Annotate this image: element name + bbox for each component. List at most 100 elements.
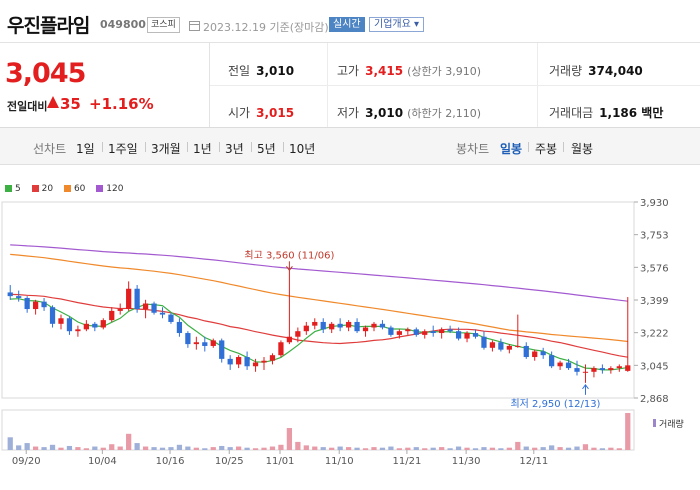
volume-bar <box>320 447 326 450</box>
volume-bar <box>481 447 487 450</box>
change-amount: 35 <box>60 95 81 113</box>
volume-bar <box>506 447 512 450</box>
calendar-icon <box>189 21 200 31</box>
x-tick-label: 09/20 <box>12 456 41 467</box>
price-summary: 3,045 전일대비 35 +1.16% <box>0 43 210 127</box>
period-3y[interactable]: 3년 <box>225 142 244 156</box>
candle-body <box>464 333 470 339</box>
volume-bar <box>252 448 259 450</box>
period-1w[interactable]: 1주일 <box>108 142 138 156</box>
volume-bar <box>540 447 546 450</box>
candle-body <box>396 331 402 335</box>
up-arrow-icon <box>47 96 59 108</box>
candle-body <box>422 331 428 335</box>
volume-bar <box>151 447 157 450</box>
volume-bar <box>455 446 462 450</box>
volume-bar <box>269 446 276 450</box>
period-1d[interactable]: 1일 <box>76 142 95 156</box>
stock-code: 049800 <box>100 18 146 31</box>
volume-frame <box>1 409 635 451</box>
y-tick-label: 2,868 <box>640 394 669 405</box>
period-1y[interactable]: 1년 <box>193 142 212 156</box>
candle-monthly[interactable]: 월봉 <box>571 142 594 156</box>
change-percent: +1.16% <box>89 95 154 113</box>
realtime-button[interactable]: 실시간 <box>329 17 365 32</box>
candle-body <box>379 323 386 328</box>
toolbar-separator <box>283 142 284 152</box>
stat-label: 거래량 <box>549 64 583 78</box>
candle-body <box>455 331 462 339</box>
period-10y[interactable]: 10년 <box>289 142 316 156</box>
volume-bar <box>515 441 521 450</box>
volume-legend-swatch <box>653 419 656 427</box>
volume-bar <box>75 447 81 450</box>
volume-bar <box>430 447 436 450</box>
volume-bar <box>117 446 123 450</box>
candle-body <box>142 303 149 310</box>
candle-body <box>202 342 208 346</box>
candle-body <box>582 371 589 373</box>
volume-bar <box>100 447 106 450</box>
candle-body <box>219 340 225 359</box>
candle-body <box>83 323 89 330</box>
volume-bar <box>295 441 301 450</box>
volume-bar <box>464 447 470 450</box>
candle-daily[interactable]: 일봉 <box>500 142 523 156</box>
candle-body <box>345 321 352 328</box>
volume-bar <box>388 446 394 450</box>
candle-body <box>447 329 453 332</box>
volume-bar <box>261 447 267 450</box>
volume-bar <box>413 447 419 450</box>
stat-sub: (상한가 3,910) <box>407 65 481 78</box>
volume-bar <box>24 443 30 450</box>
candle-body <box>574 368 580 372</box>
volume-bar <box>83 448 89 450</box>
volume-bar <box>362 448 369 450</box>
candle-body <box>295 331 301 337</box>
x-tick-label: 12/11 <box>519 456 548 467</box>
period-5y[interactable]: 5년 <box>257 142 276 156</box>
candle-body <box>320 321 326 330</box>
candle-body <box>210 340 216 346</box>
candle-body <box>515 345 521 347</box>
candle-body <box>16 296 22 298</box>
legend-ma60: 60 <box>63 184 85 194</box>
toolbar-separator <box>563 142 564 152</box>
stat-value: 3,415 <box>365 64 404 78</box>
candle-body <box>176 321 183 334</box>
candle-body <box>126 288 132 310</box>
price-panel: 3,045 전일대비 35 +1.16% 전일 3,010 고가 3,415 (상한가… <box>0 43 700 128</box>
candle-body <box>134 288 140 310</box>
x-tick-label: 11/10 <box>325 456 354 467</box>
volume-bar <box>523 446 529 450</box>
company-overview-button[interactable]: 기업개요 ▾ <box>369 17 424 32</box>
ma-legend: 5 20 60 120 <box>5 184 131 194</box>
stat-divider <box>327 43 328 127</box>
candle-body <box>227 358 233 365</box>
stat-value: 3,015 <box>256 106 295 120</box>
period-3m[interactable]: 3개월 <box>151 142 181 156</box>
toolbar-separator <box>187 142 188 152</box>
x-tick-label: 10/04 <box>88 456 117 467</box>
stat-divider <box>210 85 700 86</box>
volume-bar <box>582 444 589 450</box>
toolbar-separator <box>145 142 146 152</box>
volume-bar <box>168 447 174 450</box>
candle-body <box>66 318 73 332</box>
ma60-line <box>10 253 628 343</box>
stock-header: 우진플라임 049800 코스피 2023.12.19 기준(장마감) 실시간 … <box>0 0 700 43</box>
candle-body <box>100 320 106 328</box>
volume-bar <box>185 446 191 450</box>
volume-bar <box>379 447 386 450</box>
volume-bar <box>236 446 242 450</box>
candle-body <box>532 351 538 358</box>
volume-bar <box>371 447 377 450</box>
volume-bar <box>286 428 293 450</box>
x-tick-label: 10/16 <box>156 456 185 467</box>
price-chart[interactable]: 5 20 60 120 3,930 3,753 3,576 3,399 3,222 3,0… <box>0 165 700 490</box>
candle-body <box>193 342 199 345</box>
candle-body <box>41 301 47 308</box>
volume-bar <box>354 447 360 450</box>
candle-body <box>405 329 411 332</box>
candle-weekly[interactable]: 주봉 <box>535 142 558 156</box>
